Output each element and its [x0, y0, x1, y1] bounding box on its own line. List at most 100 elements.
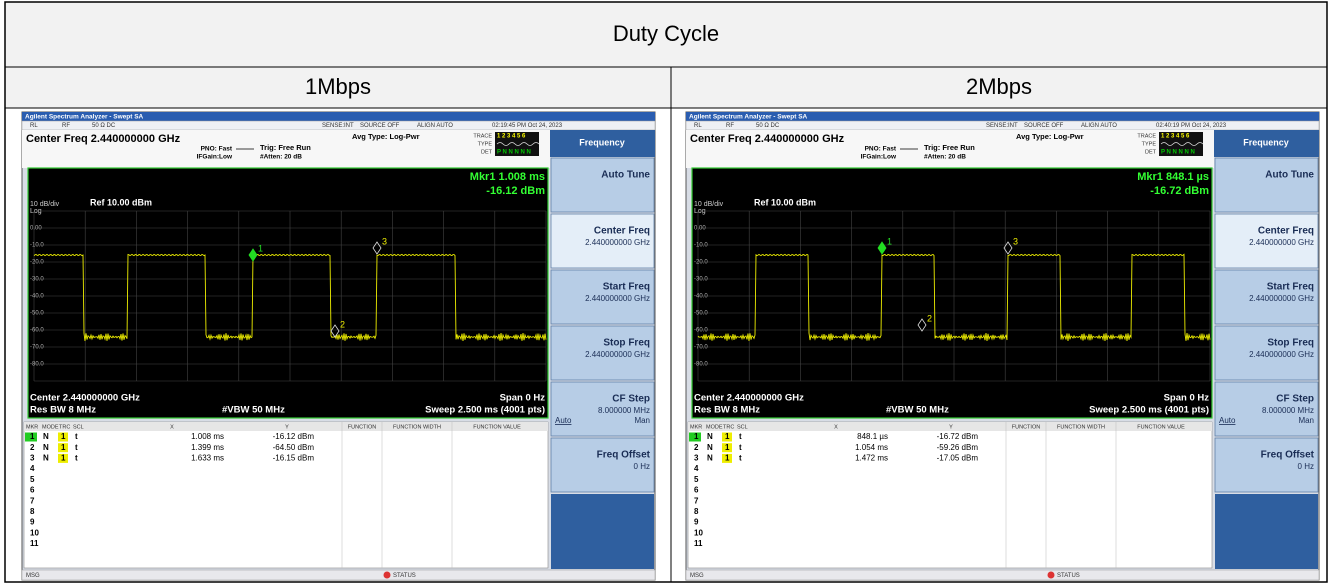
marker-scl: t	[739, 432, 742, 441]
plot-area	[691, 167, 1213, 419]
vbw-label: #VBW 50 MHz	[886, 405, 949, 416]
status-item: RF	[62, 123, 70, 129]
y-label: -30.0	[30, 277, 44, 283]
window-title: Agilent Spectrum Analyzer - Swept SA	[689, 114, 808, 121]
marker-x: 1.008 ms	[191, 432, 224, 441]
y-label: -60.0	[694, 328, 708, 334]
span-label: Span 0 Hz	[1164, 393, 1210, 404]
trace-box	[1159, 132, 1203, 156]
marker-table-header: FUNCTION VALUE	[473, 424, 521, 430]
sweep-label: Sweep 2.500 ms (4001 pts)	[425, 405, 545, 416]
scale-label: 10 dB/div	[694, 201, 724, 208]
trc-cell	[58, 443, 68, 453]
marker-table-header: FUNCTION WIDTH	[393, 424, 441, 430]
marker-x: 1.472 ms	[855, 454, 888, 463]
softkey	[1214, 325, 1319, 381]
marker-number: 1	[258, 243, 263, 253]
marker-mkr: 6	[30, 486, 35, 495]
trace	[33, 253, 547, 342]
marker-mkr: 2	[694, 443, 699, 452]
softkey	[550, 437, 655, 493]
marker-trc: 1	[725, 454, 730, 463]
marker-table-header: MKR	[690, 424, 702, 430]
table-border	[4, 1, 1328, 583]
msg-label: MSG	[26, 573, 40, 579]
marker-x: 1.399 ms	[191, 443, 224, 452]
trace-nums: 1 2 3 4 5 6	[1161, 134, 1190, 140]
status-item: SENSE:INT	[322, 123, 354, 129]
marker-mkr: 1	[694, 432, 699, 441]
softkey-value: 2.440000000 GHz	[1249, 238, 1314, 247]
trc-cell	[58, 453, 68, 463]
header-row	[5, 67, 1327, 108]
marker-mode: N	[707, 432, 713, 441]
marker-table-header: SCL	[737, 424, 748, 430]
marker-mode: N	[43, 432, 49, 441]
y-label: -80.0	[694, 362, 708, 368]
center-label: Center 2.440000000 GHz	[694, 393, 804, 404]
softkey-label: Center Freq	[1258, 226, 1314, 237]
marker-table-header: MODE	[42, 424, 59, 430]
status-item: RL	[694, 123, 702, 129]
softkey-label: CF Step	[612, 394, 650, 405]
softkey-value: 2.440000000 GHz	[1249, 294, 1314, 303]
marker-readout: Mkr1 848.1 µs	[1137, 171, 1209, 183]
marker-row-highlight	[689, 432, 701, 442]
center-freq: Center Freq 2.440000000 GHz	[690, 133, 845, 145]
y-label: -70.0	[30, 345, 44, 351]
center-freq: Center Freq 2.440000000 GHz	[26, 133, 181, 145]
softkey	[1214, 381, 1319, 437]
marker-mkr: 8	[694, 507, 699, 516]
softkey	[550, 325, 655, 381]
trc-cell	[722, 432, 732, 442]
softkey-option: Auto	[1219, 416, 1236, 425]
trace-label: TYPE	[1142, 141, 1157, 147]
trace-nums: 1 2 3 4 5 6	[497, 134, 526, 140]
marker-trc: 1	[725, 432, 730, 441]
y-label: -40.0	[694, 294, 708, 300]
timestamp: 02:40:19 PM Oct 24, 2023	[1156, 123, 1227, 129]
status-item: SOURCE OFF	[1024, 123, 1064, 129]
marker-number: 3	[1013, 236, 1018, 246]
marker-y: -16.72 dBm	[937, 432, 979, 441]
marker-x: 1.633 ms	[191, 454, 224, 463]
marker-scl: t	[75, 443, 78, 452]
status-item: RL	[30, 123, 38, 129]
marker-mkr: 5	[30, 475, 35, 484]
marker-y: -59.26 dBm	[937, 443, 979, 452]
softkey	[550, 213, 655, 269]
marker-trc: 1	[61, 454, 66, 463]
marker-scl: t	[739, 454, 742, 463]
timestamp: 02:19:45 PM Oct 24, 2023	[492, 123, 563, 129]
ifgain: IFGain:Low	[197, 154, 233, 161]
msg-bar	[21, 569, 656, 581]
title-row	[5, 2, 1327, 67]
marker-trc: 1	[61, 432, 66, 441]
softkey	[1214, 269, 1319, 325]
span-label: Span 0 Hz	[500, 393, 546, 404]
marker-mkr: 2	[30, 443, 35, 452]
marker-mode: N	[707, 443, 713, 452]
marker-table-bg	[23, 421, 549, 569]
softkey-empty	[1215, 494, 1318, 569]
marker-mkr: 7	[30, 496, 35, 505]
softkey-label: Start Freq	[603, 282, 650, 293]
analyzer-screenshot: Agilent Spectrum Analyzer - Swept SA RL RF…	[21, 111, 656, 581]
marker-table-header: FUNCTION	[348, 424, 376, 430]
status-item: RF	[726, 123, 734, 129]
y-label: -80.0	[30, 362, 44, 368]
marker-mode: N	[43, 454, 49, 463]
marker-diamond	[330, 324, 340, 338]
marker-mkr: 5	[694, 475, 699, 484]
status-label: STATUS	[393, 573, 416, 579]
trace-label: DET	[1145, 149, 1157, 155]
avg-type: Avg Type: Log-Pwr	[352, 132, 420, 141]
y-label: -50.0	[694, 311, 708, 317]
softkey-header-bg	[1214, 130, 1319, 157]
marker-y: -17.05 dBm	[937, 454, 979, 463]
softkey-label: Freq Offset	[597, 450, 651, 461]
trc-cell	[722, 453, 732, 463]
softkey-label: Center Freq	[594, 226, 650, 237]
trace-type-glyph	[1160, 142, 1204, 146]
ref-level: Ref 10.00 dBm	[754, 197, 816, 207]
